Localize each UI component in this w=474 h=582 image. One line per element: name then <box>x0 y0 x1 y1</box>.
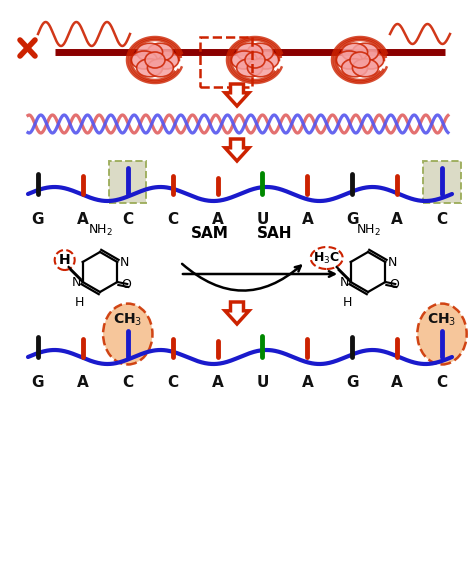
Ellipse shape <box>231 51 257 69</box>
Text: H$_3$C: H$_3$C <box>313 250 340 265</box>
Text: A: A <box>301 375 313 390</box>
Text: H: H <box>75 296 84 309</box>
Ellipse shape <box>342 43 368 61</box>
Text: A: A <box>77 212 89 227</box>
Ellipse shape <box>336 51 362 69</box>
Ellipse shape <box>55 250 75 270</box>
Text: H: H <box>59 253 71 267</box>
Ellipse shape <box>247 59 273 77</box>
Text: G: G <box>32 375 44 390</box>
Ellipse shape <box>352 43 378 61</box>
Text: G: G <box>346 375 358 390</box>
Text: SAM: SAM <box>191 226 229 242</box>
Text: O: O <box>389 279 399 292</box>
Text: U: U <box>256 212 269 227</box>
Ellipse shape <box>237 43 263 61</box>
Ellipse shape <box>358 51 384 69</box>
Text: A: A <box>301 212 313 227</box>
Ellipse shape <box>342 59 368 77</box>
Text: G: G <box>32 212 44 227</box>
Text: G: G <box>346 212 358 227</box>
Polygon shape <box>225 302 249 324</box>
Ellipse shape <box>131 51 157 69</box>
Ellipse shape <box>253 51 279 69</box>
Ellipse shape <box>417 304 467 364</box>
Ellipse shape <box>237 59 263 77</box>
Text: CH$_3$: CH$_3$ <box>113 312 142 328</box>
Text: U: U <box>256 375 269 390</box>
Ellipse shape <box>245 52 265 68</box>
Text: C: C <box>437 212 447 227</box>
Polygon shape <box>225 84 249 106</box>
FancyBboxPatch shape <box>109 161 146 203</box>
Text: A: A <box>391 212 403 227</box>
Text: C: C <box>167 212 178 227</box>
Text: O: O <box>121 279 131 292</box>
Text: N: N <box>71 275 81 289</box>
Text: SAH: SAH <box>257 226 293 242</box>
Text: N: N <box>387 255 397 268</box>
Ellipse shape <box>137 59 163 77</box>
Ellipse shape <box>145 52 165 68</box>
Text: NH$_2$: NH$_2$ <box>356 223 381 238</box>
Text: H: H <box>343 296 352 309</box>
Ellipse shape <box>153 51 179 69</box>
Text: CH$_3$: CH$_3$ <box>428 312 456 328</box>
Text: A: A <box>391 375 403 390</box>
Bar <box>200 37 252 87</box>
Text: C: C <box>437 375 447 390</box>
Ellipse shape <box>147 59 173 77</box>
Ellipse shape <box>137 43 163 61</box>
Text: C: C <box>122 375 133 390</box>
Text: A: A <box>77 375 89 390</box>
Text: N: N <box>339 275 349 289</box>
Text: C: C <box>122 212 133 227</box>
Polygon shape <box>225 139 249 161</box>
Ellipse shape <box>352 59 378 77</box>
Ellipse shape <box>147 43 173 61</box>
Text: NH$_2$: NH$_2$ <box>88 223 112 238</box>
FancyBboxPatch shape <box>423 161 461 203</box>
Ellipse shape <box>310 247 343 269</box>
Ellipse shape <box>103 304 153 364</box>
Ellipse shape <box>247 43 273 61</box>
Text: N: N <box>119 255 129 268</box>
Ellipse shape <box>350 52 370 68</box>
Text: A: A <box>212 212 223 227</box>
Text: A: A <box>212 375 223 390</box>
Text: C: C <box>167 375 178 390</box>
